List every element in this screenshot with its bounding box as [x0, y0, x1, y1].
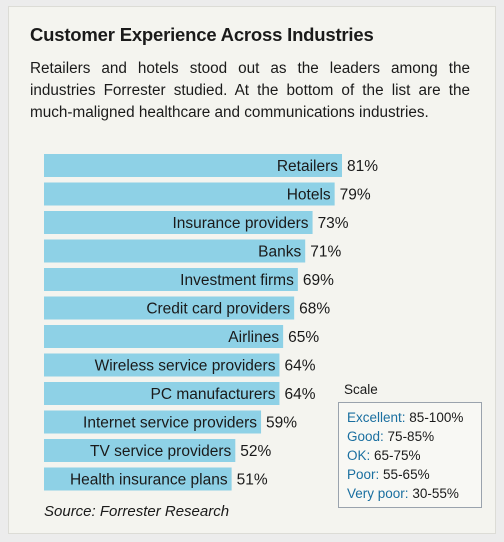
value-label: 65%	[288, 329, 319, 346]
bar	[44, 439, 236, 462]
bar	[44, 239, 306, 263]
value-label: 64%	[284, 386, 315, 403]
scale-name: Excellent:	[347, 410, 406, 425]
category-label: Wireless service providers	[95, 358, 276, 375]
scale-range: 65-75%	[374, 448, 421, 463]
chart-subtitle: Retailers and hotels stood out as the le…	[30, 60, 470, 121]
category-label: Banks	[258, 244, 301, 261]
scale-range: 30-55%	[412, 486, 459, 501]
category-label: Insurance providers	[172, 215, 308, 232]
value-label: 68%	[299, 301, 330, 318]
scale-row-good: Good: 75-85%	[347, 427, 481, 446]
scale-legend: Excellent: 85-100% Good: 75-85% OK: 65-7…	[338, 402, 482, 508]
scale-name: OK:	[347, 448, 371, 463]
value-label: 59%	[266, 415, 297, 432]
scale-range: 85-100%	[409, 410, 464, 425]
bar	[44, 211, 313, 234]
scale-range: 55-65%	[383, 467, 430, 482]
category-label: Hotels	[287, 187, 331, 204]
category-label: Investment firms	[180, 272, 294, 289]
scale-row-poor: Poor: 55-65%	[347, 465, 481, 484]
scale-row-very-poor: Very poor: 30-55%	[347, 484, 481, 503]
value-label: 79%	[340, 187, 371, 204]
value-label: 64%	[284, 358, 315, 375]
scale-title: Scale	[344, 382, 378, 397]
bar	[44, 325, 284, 348]
category-label: PC manufacturers	[151, 386, 276, 403]
category-label: Retailers	[277, 158, 338, 175]
value-label: 71%	[310, 244, 341, 261]
bar	[44, 382, 280, 405]
scale-name: Very poor:	[347, 486, 409, 501]
category-label: Airlines	[228, 329, 279, 346]
bar	[44, 467, 232, 491]
bar	[44, 296, 295, 320]
scale-row-excellent: Excellent: 85-100%	[347, 408, 481, 427]
bar	[44, 154, 342, 177]
source-note: Source: Forrester Research	[44, 503, 230, 520]
value-label: 73%	[318, 215, 349, 232]
category-label: Health insurance plans	[70, 472, 228, 489]
bar	[44, 410, 262, 434]
bar	[44, 268, 298, 291]
chart-title: Customer Experience Across Industries	[30, 24, 374, 45]
value-label: 81%	[347, 158, 378, 175]
scale-name: Good:	[347, 429, 384, 444]
scale-range: 75-85%	[387, 429, 435, 444]
value-label: 52%	[240, 443, 271, 460]
scale-name: Poor:	[347, 467, 380, 482]
category-label: Internet service providers	[83, 415, 257, 432]
value-label: 69%	[303, 272, 334, 289]
category-label: TV service providers	[90, 443, 232, 460]
category-label: Credit card providers	[146, 301, 290, 318]
value-label: 51%	[237, 472, 268, 489]
bar	[44, 353, 280, 377]
bar	[44, 182, 335, 206]
scale-row-ok: OK: 65-75%	[347, 446, 481, 465]
